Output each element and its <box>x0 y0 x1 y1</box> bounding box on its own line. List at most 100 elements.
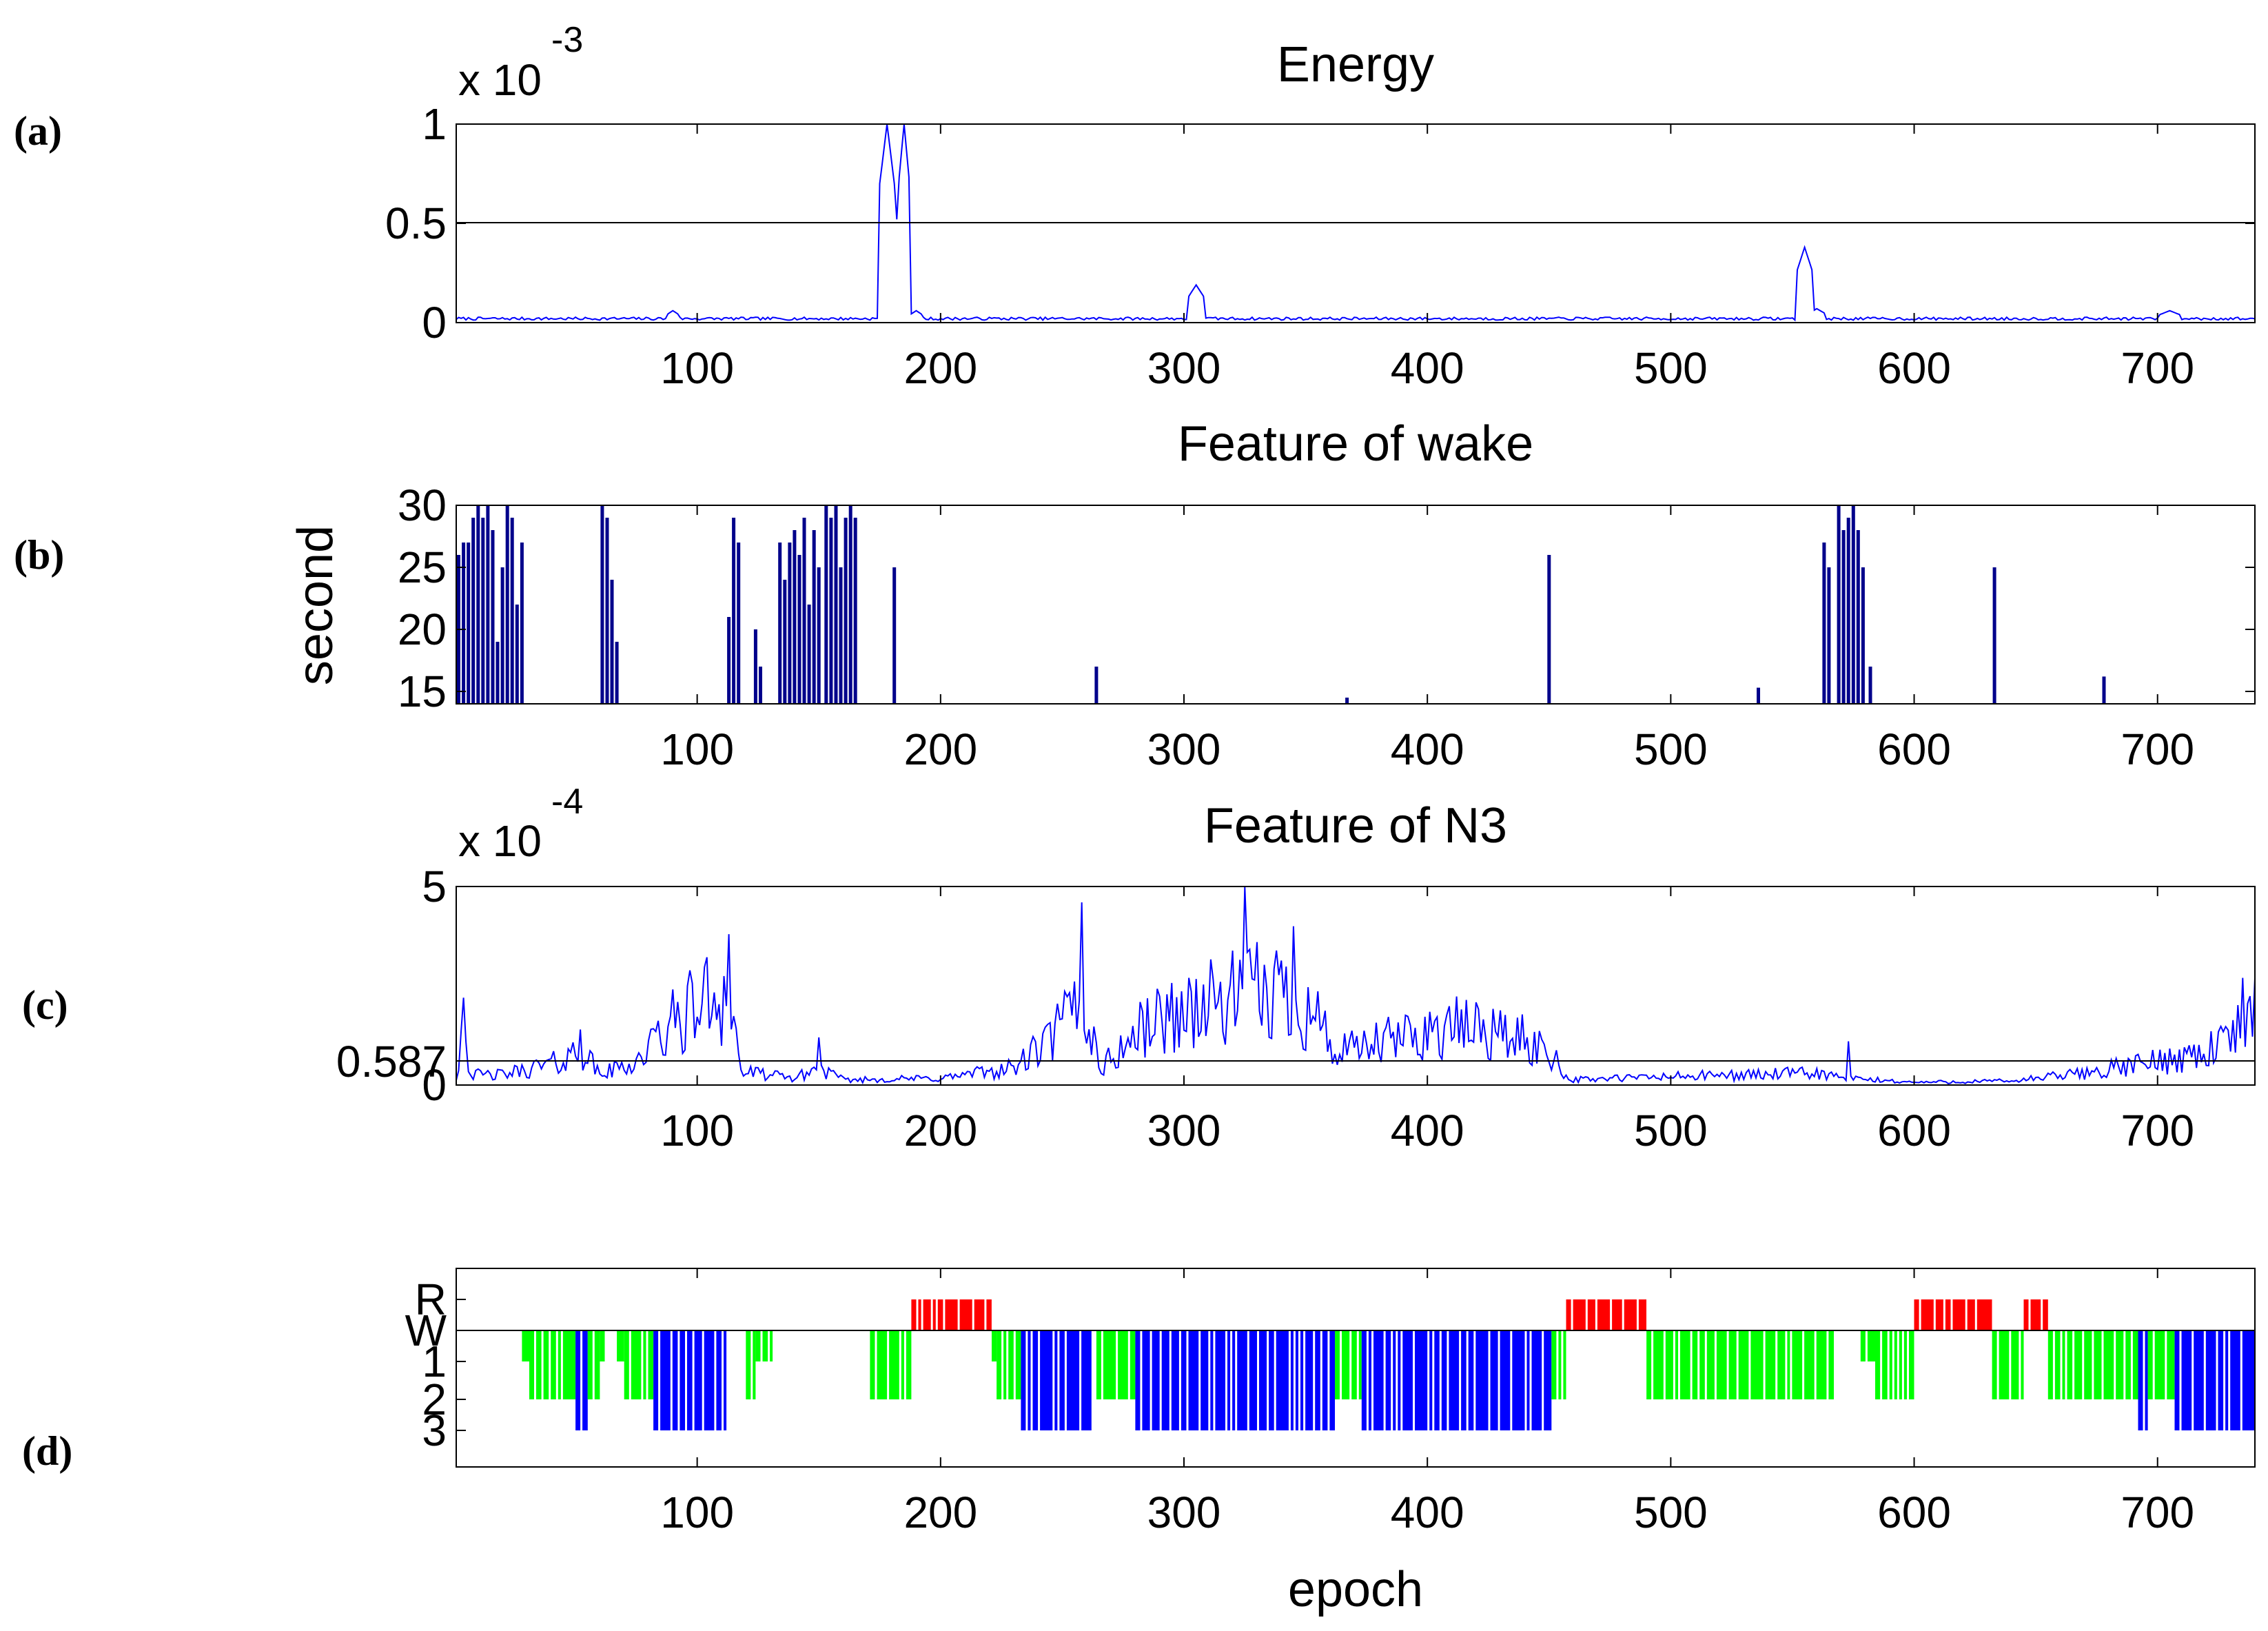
stage-segment-N2 <box>997 1330 1021 1399</box>
stage-gap <box>2165 1330 2167 1399</box>
stage-label: 2 <box>422 1375 447 1424</box>
wake-bar <box>824 505 828 704</box>
stage-segment-N1 <box>617 1330 624 1361</box>
stage-label: 3 <box>422 1406 447 1455</box>
stage-gap <box>1383 1330 1386 1430</box>
stage-gap <box>1057 1330 1060 1430</box>
x-tick-label: 300 <box>1147 725 1221 774</box>
x-tick-label: 400 <box>1391 725 1464 774</box>
x-tick-label: 200 <box>903 725 977 774</box>
wake-bar <box>1851 505 1855 704</box>
stage-segment-N1 <box>1860 1330 1875 1361</box>
wake-bar <box>817 567 821 704</box>
reference-value-label: 0.587 <box>336 1037 447 1086</box>
stage-gap <box>555 1330 558 1399</box>
stage-gap <box>1186 1330 1189 1430</box>
stage-segment-N2 <box>1551 1330 1566 1399</box>
stage-gap <box>1901 1330 1904 1399</box>
panel-d-plot-content <box>456 1299 2255 1430</box>
stage-gap <box>760 1330 763 1361</box>
wake-bar <box>1757 687 1760 704</box>
stage-gap <box>560 1330 563 1399</box>
panel-c-exponent-base: x 10 <box>458 816 542 866</box>
stage-gap <box>1524 1330 1527 1430</box>
stage-gap <box>1178 1330 1181 1430</box>
panel-a-axes-ticks: 100 200 300 400 500 600 700 0 0.5 1 <box>385 99 2255 393</box>
wake-bar <box>829 518 833 704</box>
wake-bar <box>476 505 480 704</box>
stage-gap <box>1897 1330 1899 1399</box>
stage-gap <box>1447 1330 1449 1430</box>
stage-gap <box>1064 1330 1067 1430</box>
stage-gap <box>1950 1299 1953 1330</box>
wake-bar <box>610 580 614 704</box>
stage-gap <box>580 1330 583 1430</box>
x-tick-label: 500 <box>1634 725 1708 774</box>
stage-gap <box>1298 1330 1300 1430</box>
x-tick-label: 500 <box>1634 1488 1708 1537</box>
stage-gap <box>722 1330 724 1430</box>
stage-gap <box>1079 1330 1082 1430</box>
stage-gap <box>1714 1330 1717 1399</box>
stage-gap <box>1974 1299 1977 1330</box>
panel-c-exponent-power: -4 <box>551 782 583 822</box>
wake-bar <box>788 543 792 704</box>
panel-d-xlabel: epoch <box>1288 1562 1423 1617</box>
stage-gap <box>1595 1299 1597 1330</box>
stage-gap <box>1907 1330 1909 1399</box>
stage-label: 1 <box>422 1337 447 1386</box>
stage-gap <box>1933 1299 1936 1330</box>
panel-c-n3-chart: x 10 -4 Feature of N3 100 200 300 400 500 600… <box>336 782 2256 1155</box>
stage-gap <box>935 1299 938 1330</box>
wake-bar <box>481 518 485 704</box>
stage-gap <box>2203 1330 2206 1430</box>
stage-gap <box>1274 1330 1276 1430</box>
stage-gap <box>1663 1330 1666 1399</box>
stage-segment-R <box>911 1299 992 1330</box>
stage-gap <box>2152 1330 2155 1399</box>
stage-gap <box>2065 1330 2067 1399</box>
wake-bar <box>520 543 524 704</box>
stage-segment-N2 <box>2147 1330 2175 1399</box>
panel-b-axes-ticks: 100 200 300 400 500 600 700 15 20 25 30 <box>398 480 2255 774</box>
stage-segment-N3 <box>2174 1330 2255 1430</box>
stage-gap <box>658 1330 661 1430</box>
wake-bar <box>1837 505 1841 704</box>
stage-gap <box>2228 1330 2231 1430</box>
stage-gap <box>2009 1330 2012 1399</box>
panel-b-title: Feature of wake <box>1178 416 1533 472</box>
stage-gap <box>2060 1330 2063 1399</box>
stage-gap <box>1802 1330 1805 1399</box>
wake-bar <box>1827 567 1831 704</box>
wake-bar <box>892 567 897 704</box>
wake-bar <box>759 667 762 704</box>
wake-bar <box>1094 667 1099 704</box>
stage-gap <box>541 1330 544 1399</box>
stage-gap <box>549 1330 551 1399</box>
panel-b-wake-chart: Feature of wake second 100 200 300 400 500 60… <box>288 416 2256 774</box>
stage-segment-N1 <box>755 1330 773 1361</box>
stage-gap <box>2192 1330 2194 1430</box>
wake-bar <box>2102 676 2106 704</box>
x-tick-label: 700 <box>2121 725 2194 774</box>
stage-gap <box>916 1299 919 1330</box>
stage-gap <box>1267 1330 1269 1430</box>
y-tick-label: 0.5 <box>385 199 447 248</box>
panel-a-exponent-power: -3 <box>551 20 583 60</box>
stage-gap <box>1636 1299 1639 1330</box>
stage-gap <box>1371 1330 1373 1430</box>
stage-label: R <box>415 1275 447 1324</box>
panel-c-title: Feature of N3 <box>1204 798 1507 853</box>
stage-gap <box>1704 1330 1707 1399</box>
wake-bar <box>802 518 806 704</box>
stage-gap <box>2216 1330 2218 1430</box>
stage-gap <box>1585 1299 1588 1330</box>
stage-gap <box>1038 1330 1041 1430</box>
stage-gap <box>1814 1330 1817 1399</box>
wake-bar <box>1846 518 1850 704</box>
stage-gap <box>1225 1330 1227 1430</box>
stage-gap <box>1247 1330 1249 1430</box>
stage-gap <box>1340 1330 1342 1399</box>
wake-bar <box>853 518 857 704</box>
